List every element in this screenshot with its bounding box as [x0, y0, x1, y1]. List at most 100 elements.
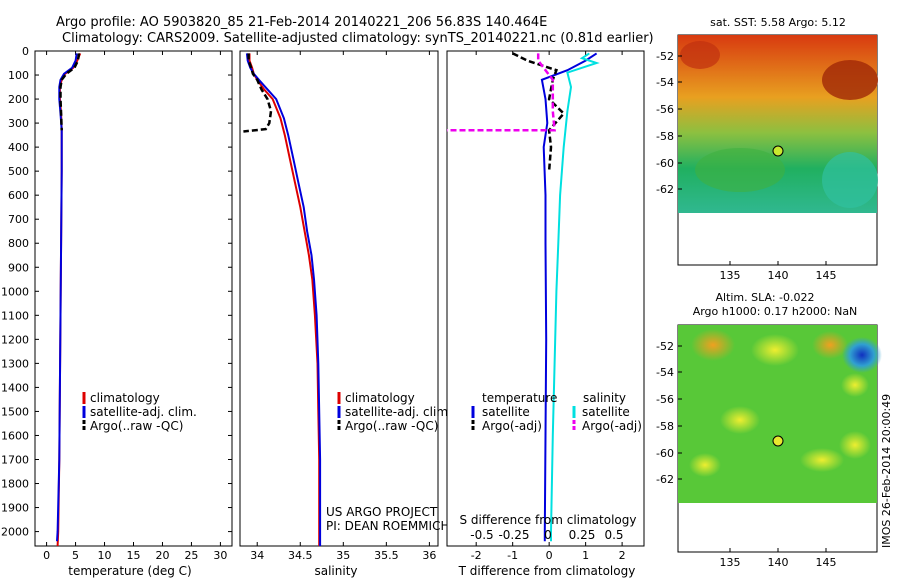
depth-tick-label: 800	[8, 237, 29, 250]
lat-tick-label: -54	[656, 76, 674, 89]
sla-low-patch	[842, 337, 882, 373]
salinity-xlabel: salinity	[314, 564, 357, 578]
legend-label-t-sat: satellite	[482, 405, 530, 419]
argo-position-marker	[772, 145, 784, 157]
depth-tick-label: 100	[8, 69, 29, 82]
series-line-argo	[243, 53, 273, 133]
s-tick: -0.25	[498, 528, 529, 542]
depth-tick-label: 400	[8, 141, 29, 154]
depth-tick-label: 500	[8, 165, 29, 178]
figure-title-line-1: Argo profile: AO 5903820_85 21-Feb-2014 …	[56, 15, 547, 30]
depth-tick-label: 200	[8, 93, 29, 106]
difference-legend: temperature satellite Argo(-adj) salinit…	[471, 391, 642, 433]
legend-label-argo: Argo(..raw -QC)	[90, 419, 183, 433]
s-difference-ticks: -0.5 -0.25 0 0.25 0.5	[470, 528, 623, 542]
x-tick-label: 1	[582, 549, 589, 562]
lat-tick-label: -56	[656, 103, 674, 116]
sla-axis-ticks: -52 -54 -56 -58 -60 -62 135 140 145	[656, 340, 836, 569]
sst-teal-patch	[822, 152, 878, 208]
temperature-xlabel: temperature (deg C)	[68, 564, 191, 578]
depth-tick-label: 1600	[1, 429, 29, 442]
depth-tick-label: 1100	[1, 309, 29, 322]
sla-high-patch	[839, 431, 871, 459]
sst-green-patch	[695, 148, 785, 192]
temperature-x-axis: 0 5 10 15 20 25 30	[43, 51, 227, 562]
pi-annotation: PI: DEAN ROEMMICH	[326, 519, 449, 533]
series-line-argo	[59, 53, 81, 131]
depth-tick-label: 1500	[1, 405, 29, 418]
legend-label-clim: climatology	[90, 391, 160, 405]
temperature-legend: climatology satellite-adj. clim. Argo(..…	[82, 391, 197, 433]
imos-timestamp: IMOS 26-Feb-2014 20:00:49	[880, 394, 893, 548]
sst-axis-ticks: -52 -54 -56 -58 -60 -62 135 140 145	[656, 50, 836, 282]
depth-tick-label: 2000	[1, 526, 29, 539]
temperature-lines	[56, 53, 82, 547]
sst-warm-patch	[680, 41, 720, 69]
salinity-lines	[243, 53, 322, 546]
lon-tick-label: 145	[816, 269, 837, 282]
lat-tick-label: -56	[656, 393, 674, 406]
legend-title-salinity: salinity	[583, 391, 626, 405]
s-difference-label: S difference from climatology	[460, 513, 637, 527]
depth-tick-label: 1900	[1, 502, 29, 515]
depth-tick-label: 0	[22, 45, 29, 58]
lat-tick-label: -60	[656, 447, 674, 460]
difference-xlabel: T difference from climatology	[458, 564, 636, 578]
sst-warm-patch	[822, 60, 878, 100]
x-tick-label: 15	[127, 549, 141, 562]
temperature-panel: 0100200300400500600700800900100011001200…	[1, 45, 644, 578]
lat-tick-label: -58	[656, 420, 674, 433]
legend-label-s-sat: satellite	[582, 405, 630, 419]
x-tick-label: -1	[507, 549, 518, 562]
legend-label-s-argo: Argo(-adj)	[582, 419, 642, 433]
s-tick: 0	[544, 528, 552, 542]
x-tick-label: 35.5	[374, 549, 399, 562]
depth-tick-label: 1300	[1, 357, 29, 370]
x-tick-label: 5	[72, 549, 79, 562]
lat-tick-label: -52	[656, 50, 674, 63]
project-annotation: US ARGO PROJECT	[326, 505, 438, 519]
sla-high-patch	[751, 334, 799, 366]
lat-tick-label: -62	[656, 183, 674, 196]
legend-title-temperature: temperature	[482, 391, 557, 405]
salinity-axes-box	[239, 50, 439, 547]
x-tick-label: 30	[213, 549, 227, 562]
salinity-panel: 34 34.5 35 35.5 36 salinity climatology sate…	[239, 50, 452, 578]
x-tick-label: 2	[619, 549, 626, 562]
legend-label-sat: satellite-adj. clim.	[90, 405, 197, 419]
depth-tick-label: 1400	[1, 381, 29, 394]
sla-high-patch	[691, 329, 735, 361]
x-tick-label: 34	[250, 549, 264, 562]
s-tick: -0.5	[470, 528, 493, 542]
depth-tick-label: 1000	[1, 285, 29, 298]
x-tick-label: 35	[336, 549, 350, 562]
salinity-legend: climatology satellite-adj. clim. Argo(..…	[337, 391, 452, 433]
sla-high-patch	[689, 453, 721, 477]
x-tick-label: 25	[184, 549, 198, 562]
depth-tick-label: 1800	[1, 478, 29, 491]
sst-map-title: sat. SST: 5.58 Argo: 5.12	[710, 16, 846, 29]
series-line-sal_argo	[447, 53, 556, 132]
depth-tick-label: 900	[8, 261, 29, 274]
series-line-argo	[512, 52, 566, 172]
difference-lines	[447, 52, 600, 542]
lat-tick-label: -52	[656, 340, 674, 353]
legend-label-sat: satellite-adj. clim.	[345, 405, 452, 419]
difference-x-axis: -2 -1 0 1 2	[471, 51, 626, 562]
depth-tick-label: 600	[8, 189, 29, 202]
sla-map-title-line-2: Argo h1000: 0.17 h2000: NaN	[693, 305, 858, 318]
sla-high-patch	[800, 448, 844, 472]
figure-title-line-2: Climatology: CARS2009. Satellite-adjuste…	[62, 31, 654, 46]
argo-position-marker	[772, 435, 784, 447]
lat-tick-label: -60	[656, 157, 674, 170]
x-tick-label: -2	[471, 549, 482, 562]
sst-map: sat. SST: 5.58 Argo: 5.12 -52 -54 -56 -58 -6…	[656, 16, 878, 282]
lon-tick-label: 135	[720, 269, 741, 282]
legend-label-argo: Argo(..raw -QC)	[345, 419, 438, 433]
sla-map-title-line-1: Altim. SLA: -0.022	[715, 291, 814, 304]
lat-tick-label: -62	[656, 473, 674, 486]
sla-high-patch	[720, 406, 760, 434]
x-tick-label: 10	[98, 549, 112, 562]
temperature-axes-box	[34, 50, 233, 547]
lon-tick-label: 140	[768, 269, 789, 282]
